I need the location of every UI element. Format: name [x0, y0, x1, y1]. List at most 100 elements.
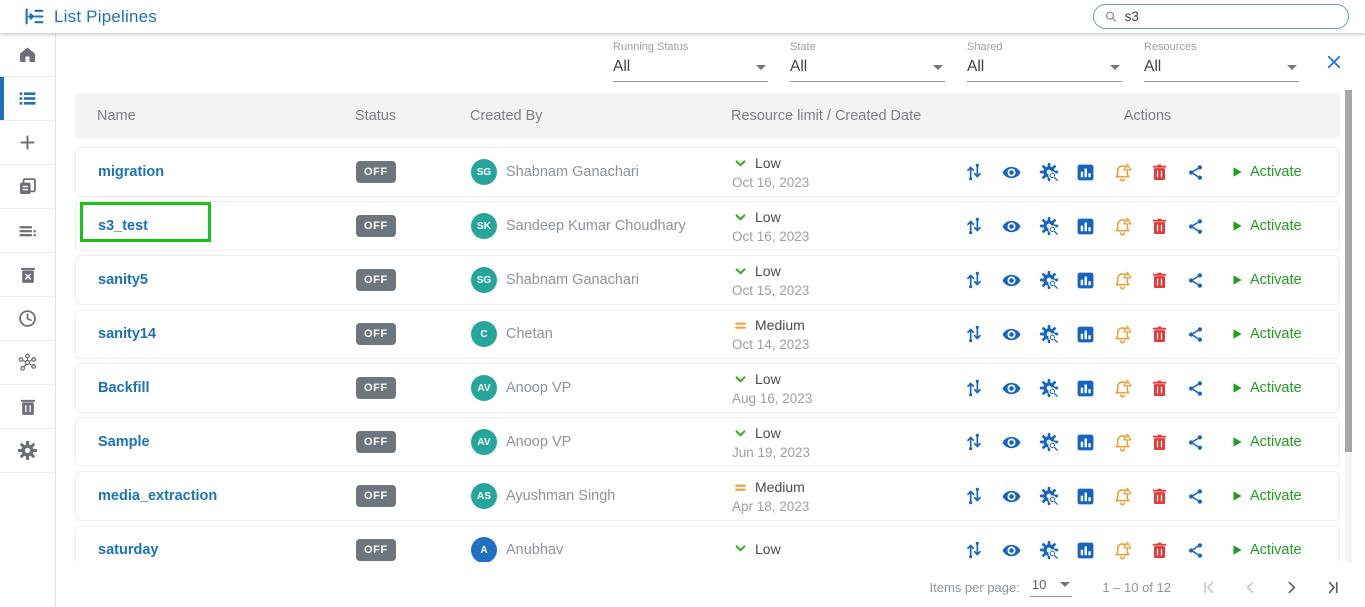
analytics-button[interactable]: [1076, 487, 1095, 506]
view-button[interactable]: [1001, 378, 1022, 399]
share-button[interactable]: [1186, 217, 1205, 236]
sidebar-item-add-pipeline[interactable]: [0, 121, 55, 165]
activate-button[interactable]: Activate: [1230, 164, 1302, 180]
analytics-button[interactable]: [1076, 379, 1095, 398]
sidebar-item-history[interactable]: [0, 297, 55, 341]
analytics-button[interactable]: [1076, 163, 1095, 182]
delete-button[interactable]: [1150, 271, 1169, 290]
compare-button[interactable]: [964, 540, 984, 560]
activate-button[interactable]: Activate: [1230, 380, 1302, 396]
share-button[interactable]: [1186, 379, 1205, 398]
share-button[interactable]: [1186, 541, 1205, 560]
view-button[interactable]: [1001, 270, 1022, 291]
activate-button[interactable]: Activate: [1230, 272, 1302, 288]
view-button[interactable]: [1001, 540, 1022, 561]
alerts-button[interactable]: [1112, 378, 1133, 399]
config-search-button[interactable]: [1039, 162, 1059, 182]
activate-button[interactable]: Activate: [1230, 218, 1302, 234]
alerts-button[interactable]: [1112, 216, 1133, 237]
share-button[interactable]: [1186, 487, 1205, 506]
copy-pages-icon: [17, 176, 38, 197]
filter-running-status-select[interactable]: All: [613, 55, 768, 82]
sidebar-item-trash[interactable]: [0, 385, 55, 429]
pipeline-name-link[interactable]: s3_test: [98, 218, 148, 234]
analytics-button[interactable]: [1076, 433, 1095, 452]
search-box[interactable]: [1093, 4, 1349, 29]
share-button[interactable]: [1186, 271, 1205, 290]
filter-shared-select[interactable]: All: [967, 55, 1122, 82]
activate-button[interactable]: Activate: [1230, 488, 1302, 504]
compare-button[interactable]: [964, 162, 984, 182]
delete-button[interactable]: [1150, 217, 1169, 236]
filter-state-select[interactable]: All: [790, 55, 945, 82]
delete-button[interactable]: [1150, 541, 1169, 560]
view-button[interactable]: [1001, 432, 1022, 453]
compare-button[interactable]: [964, 270, 984, 290]
config-search-button[interactable]: [1039, 540, 1059, 560]
filter-resources-select[interactable]: All: [1144, 55, 1299, 82]
sidebar-item-home[interactable]: [0, 33, 55, 77]
close-filters-button[interactable]: [1325, 53, 1343, 76]
pipeline-name-link[interactable]: Backfill: [98, 380, 150, 396]
pipeline-name-link[interactable]: Sample: [98, 434, 150, 450]
delete-button[interactable]: [1150, 487, 1169, 506]
creator-name: Shabnam Ganachari: [506, 164, 639, 180]
share-button[interactable]: [1186, 163, 1205, 182]
alerts-button[interactable]: [1112, 432, 1133, 453]
items-per-page-select[interactable]: 10: [1030, 577, 1072, 597]
delete-button[interactable]: [1150, 163, 1169, 182]
vertical-scrollbar-thumb[interactable]: [1345, 90, 1352, 452]
alerts-button[interactable]: [1112, 324, 1133, 345]
next-page-button[interactable]: [1283, 579, 1300, 596]
sidebar-item-copy-pages[interactable]: [0, 165, 55, 209]
view-button[interactable]: [1001, 216, 1022, 237]
delete-button[interactable]: [1150, 379, 1169, 398]
sidebar-item-settings[interactable]: [0, 429, 55, 473]
share-button[interactable]: [1186, 325, 1205, 344]
view-button[interactable]: [1001, 324, 1022, 345]
first-page-button[interactable]: [1201, 579, 1218, 596]
filter-state: State All: [790, 41, 945, 82]
analytics-button[interactable]: [1076, 325, 1095, 344]
config-search-button[interactable]: [1039, 270, 1059, 290]
activate-button[interactable]: Activate: [1230, 326, 1302, 342]
view-button[interactable]: [1001, 162, 1022, 183]
compare-button[interactable]: [964, 216, 984, 236]
compare-button[interactable]: [964, 432, 984, 452]
compare-button[interactable]: [964, 378, 984, 398]
delete-button[interactable]: [1150, 433, 1169, 452]
analytics-button[interactable]: [1076, 271, 1095, 290]
config-search-button[interactable]: [1039, 486, 1059, 506]
alerts-button[interactable]: [1112, 540, 1133, 561]
share-button[interactable]: [1186, 433, 1205, 452]
delete-button[interactable]: [1150, 325, 1169, 344]
alerts-button[interactable]: [1112, 486, 1133, 507]
config-search-button[interactable]: [1039, 432, 1059, 452]
activate-button[interactable]: Activate: [1230, 542, 1302, 558]
pipeline-name-link[interactable]: saturday: [98, 542, 158, 558]
pipeline-name-link[interactable]: sanity14: [98, 326, 156, 342]
activate-button[interactable]: Activate: [1230, 434, 1302, 450]
pipeline-name-link[interactable]: sanity5: [98, 272, 148, 288]
compare-button[interactable]: [964, 324, 984, 344]
previous-page-button[interactable]: [1242, 579, 1259, 596]
sidebar-item-details-list[interactable]: [0, 209, 55, 253]
config-search-button[interactable]: [1039, 378, 1059, 398]
sidebar-item-connections[interactable]: [0, 341, 55, 385]
sidebar-item-pipelines-list[interactable]: [0, 77, 55, 121]
analytics-button[interactable]: [1076, 541, 1095, 560]
alerts-button[interactable]: [1112, 270, 1133, 291]
last-page-button[interactable]: [1324, 579, 1341, 596]
sidebar-item-discard[interactable]: [0, 253, 55, 297]
compare-button[interactable]: [964, 486, 984, 506]
delete-trash-icon: [1150, 541, 1169, 560]
analytics-button[interactable]: [1076, 217, 1095, 236]
config-search-button[interactable]: [1039, 324, 1059, 344]
alerts-button[interactable]: [1112, 162, 1133, 183]
config-search-button[interactable]: [1039, 216, 1059, 236]
vertical-scrollbar-track[interactable]: [1345, 90, 1352, 562]
search-input[interactable]: [1125, 9, 1338, 24]
pipeline-name-link[interactable]: media_extraction: [98, 488, 217, 504]
view-button[interactable]: [1001, 486, 1022, 507]
pipeline-name-link[interactable]: migration: [98, 164, 164, 180]
